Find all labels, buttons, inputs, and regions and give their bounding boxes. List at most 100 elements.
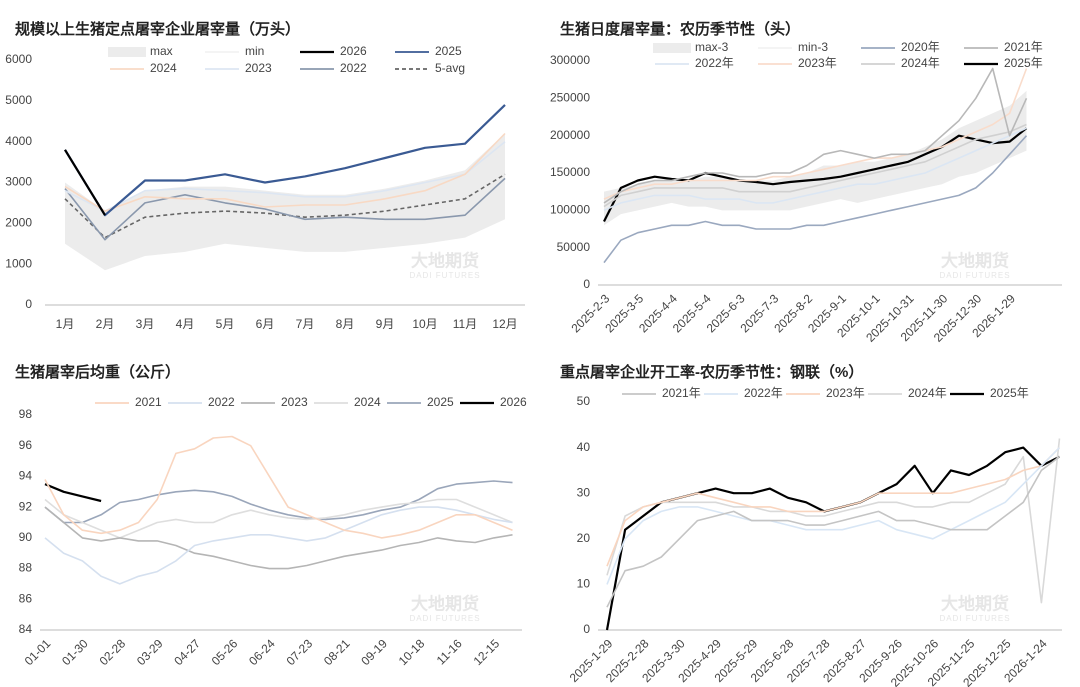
y-tick-label: 4000 bbox=[5, 134, 32, 148]
legend-swatch bbox=[653, 43, 691, 53]
x-tick-label: 5月 bbox=[216, 317, 235, 331]
chart-title: 生猪屠宰后均重（公斤） bbox=[15, 363, 180, 381]
x-tick-label: 10-18 bbox=[396, 636, 428, 668]
watermark: DADI FUTURES bbox=[939, 271, 1010, 280]
series-line bbox=[606, 438, 1061, 604]
y-tick-label: 6000 bbox=[5, 52, 32, 66]
y-tick-label: 90 bbox=[19, 530, 33, 544]
series-line bbox=[64, 173, 506, 239]
x-tick-label: 03-29 bbox=[134, 636, 166, 668]
x-tick-label: 3月 bbox=[136, 317, 155, 331]
y-tick-label: 0 bbox=[583, 277, 590, 291]
legend-label: 2022 bbox=[340, 61, 367, 75]
watermark: 大地期货 bbox=[941, 593, 1009, 613]
y-tick-label: 100000 bbox=[550, 203, 590, 217]
series-line bbox=[606, 456, 1060, 608]
watermark: DADI FUTURES bbox=[409, 614, 480, 623]
series-line bbox=[603, 67, 1028, 204]
legend-label: min-3 bbox=[798, 40, 828, 54]
legend-label: min bbox=[245, 44, 264, 58]
y-tick-label: 30 bbox=[577, 485, 591, 499]
legend-label: 2022 bbox=[208, 395, 235, 409]
y-tick-label: 86 bbox=[19, 591, 33, 605]
x-tick-label: 9月 bbox=[376, 317, 395, 331]
x-tick-label: 09-19 bbox=[358, 636, 390, 668]
y-tick-label: 20 bbox=[577, 531, 591, 545]
legend-label: 2023年 bbox=[798, 56, 837, 70]
y-tick-label: 0 bbox=[583, 622, 590, 636]
legend-label: max-3 bbox=[695, 40, 729, 54]
x-tick-label: 12月 bbox=[492, 317, 517, 331]
x-tick-label: 01-30 bbox=[59, 636, 91, 668]
series-line bbox=[603, 123, 1027, 208]
x-tick-label: 4月 bbox=[176, 317, 195, 331]
legend-label: 2025年 bbox=[990, 386, 1029, 400]
chart-title: 规模以上生猪定点屠宰企业屠宰量（万头） bbox=[15, 20, 300, 38]
legend-label: 2020年 bbox=[901, 40, 940, 54]
watermark: DADI FUTURES bbox=[409, 271, 480, 280]
legend-label: 2021年 bbox=[1004, 40, 1043, 54]
legend-label: 2026 bbox=[340, 44, 367, 58]
legend-label: 2026 bbox=[500, 395, 527, 409]
y-tick-label: 96 bbox=[19, 438, 33, 452]
x-tick-label: 11-16 bbox=[434, 636, 465, 667]
y-tick-label: 92 bbox=[19, 499, 33, 513]
y-tick-label: 88 bbox=[19, 561, 33, 575]
legend-label: 2025年 bbox=[1004, 56, 1043, 70]
y-tick-label: 10 bbox=[577, 577, 591, 591]
chart-title: 重点屠宰企业开工率-农历季节性：钢联（%） bbox=[560, 363, 863, 381]
chart-title: 生猪日度屠宰量：农历季节性（头） bbox=[560, 20, 800, 38]
legend-label: 2025 bbox=[435, 44, 462, 58]
series-line bbox=[64, 132, 506, 212]
range-band bbox=[65, 133, 505, 271]
legend-label: 2024 bbox=[354, 395, 381, 409]
y-tick-label: 300000 bbox=[550, 53, 590, 67]
x-tick-label: 04-27 bbox=[171, 636, 203, 668]
series-line bbox=[64, 104, 506, 217]
x-tick-label: 02-28 bbox=[97, 636, 129, 668]
series-line bbox=[603, 135, 1028, 264]
y-tick-label: 84 bbox=[19, 622, 33, 636]
y-tick-label: 3000 bbox=[5, 175, 32, 189]
x-tick-label: 8月 bbox=[336, 317, 355, 331]
x-tick-label: 12-15 bbox=[471, 636, 503, 668]
legend-label: 2023 bbox=[281, 395, 308, 409]
y-tick-label: 2000 bbox=[5, 216, 32, 230]
legend-label: 2021年 bbox=[662, 386, 701, 400]
legend-label: 2025 bbox=[427, 395, 454, 409]
legend-label: 2022年 bbox=[695, 56, 734, 70]
x-tick-label: 06-24 bbox=[246, 636, 278, 668]
series-line bbox=[606, 447, 1061, 585]
y-tick-label: 0 bbox=[25, 297, 32, 311]
legend-label: 2023 bbox=[245, 61, 272, 75]
series-line bbox=[44, 480, 513, 524]
y-tick-label: 94 bbox=[19, 469, 33, 483]
legend-label: max bbox=[150, 44, 173, 58]
series-line bbox=[606, 447, 1061, 567]
x-tick-label: 08-21 bbox=[321, 636, 353, 668]
y-tick-label: 250000 bbox=[550, 91, 590, 105]
series-line bbox=[44, 483, 102, 503]
series-line bbox=[603, 68, 1028, 200]
legend-label: 2024 bbox=[150, 61, 177, 75]
x-tick-label: 05-26 bbox=[209, 636, 241, 668]
watermark: 大地期货 bbox=[411, 593, 479, 613]
series-line bbox=[44, 498, 513, 539]
legend-label: 2024年 bbox=[901, 56, 940, 70]
y-tick-label: 150000 bbox=[550, 165, 590, 179]
series-line bbox=[603, 127, 1027, 212]
legend-label: 5-avg bbox=[435, 61, 465, 75]
x-tick-label: 2月 bbox=[96, 317, 115, 331]
x-tick-label: 1月 bbox=[56, 317, 75, 331]
x-tick-label: 07-23 bbox=[284, 636, 316, 668]
watermark: DADI FUTURES bbox=[939, 614, 1010, 623]
y-tick-label: 5000 bbox=[5, 93, 32, 107]
y-tick-label: 200000 bbox=[550, 128, 590, 142]
y-tick-label: 50000 bbox=[557, 240, 591, 254]
series-line bbox=[44, 435, 513, 539]
watermark: 大地期货 bbox=[941, 250, 1009, 270]
series-line bbox=[44, 506, 513, 570]
y-tick-label: 98 bbox=[19, 407, 33, 421]
series-line bbox=[64, 141, 506, 212]
